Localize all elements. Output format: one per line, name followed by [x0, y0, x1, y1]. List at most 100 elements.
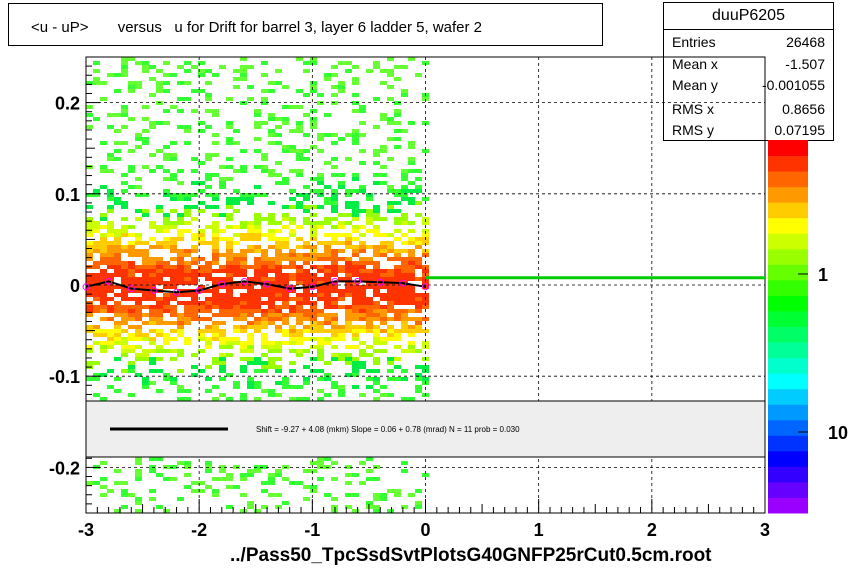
- heatmap-cell: [401, 289, 408, 293]
- heatmap-cell: [233, 197, 240, 201]
- heatmap-cell: [373, 181, 380, 185]
- heatmap-cell: [289, 253, 296, 257]
- heatmap-cell: [170, 313, 177, 317]
- heatmap-cell: [177, 353, 184, 357]
- heatmap-cell: [93, 189, 100, 193]
- heatmap-cell: [142, 65, 149, 69]
- heatmap-cell: [324, 297, 331, 301]
- heatmap-cell: [324, 337, 331, 341]
- heatmap-cell: [289, 289, 296, 293]
- heatmap-cell: [261, 233, 268, 237]
- heatmap-cell: [128, 225, 135, 229]
- heatmap-cell: [394, 365, 401, 369]
- heatmap-cell: [331, 209, 338, 213]
- heatmap-cell: [352, 313, 359, 317]
- heatmap-cell: [205, 297, 212, 301]
- heatmap-cell: [282, 149, 289, 153]
- heatmap-cell: [275, 229, 282, 233]
- heatmap-cell: [289, 333, 296, 337]
- heatmap-cell: [128, 337, 135, 341]
- heatmap-cell: [261, 489, 268, 493]
- heatmap-cell: [296, 265, 303, 269]
- heatmap-cell: [408, 329, 415, 333]
- heatmap-cell: [394, 357, 401, 361]
- heatmap-cell: [177, 97, 184, 101]
- heatmap-cell: [401, 325, 408, 329]
- heatmap-cell: [352, 205, 359, 209]
- heatmap-cell: [359, 361, 366, 365]
- stat-value-rms-x: 0.8656: [782, 101, 825, 117]
- heatmap-cell: [100, 285, 107, 289]
- heatmap-cell: [233, 241, 240, 245]
- heatmap-cell: [128, 253, 135, 257]
- heatmap-cell: [219, 353, 226, 357]
- heatmap-cell: [331, 497, 338, 501]
- heatmap-cell: [93, 69, 100, 73]
- heatmap-cell: [345, 61, 352, 65]
- heatmap-cell: [401, 241, 408, 245]
- heatmap-cell: [212, 133, 219, 137]
- heatmap-cell: [282, 297, 289, 301]
- heatmap-cell: [184, 249, 191, 253]
- heatmap-cell: [100, 241, 107, 245]
- heatmap-cell: [296, 225, 303, 229]
- heatmap-cell: [408, 145, 415, 149]
- heatmap-cell: [142, 213, 149, 217]
- heatmap-cell: [149, 237, 156, 241]
- heatmap-cell: [380, 233, 387, 237]
- heatmap-cell: [303, 289, 310, 293]
- heatmap-cell: [142, 69, 149, 73]
- heatmap-cell: [86, 249, 93, 253]
- heatmap-cell: [142, 289, 149, 293]
- heatmap-cell: [317, 137, 324, 141]
- heatmap-cell: [261, 273, 268, 277]
- heatmap-cell: [282, 117, 289, 121]
- heatmap-cell: [261, 193, 268, 197]
- heatmap-cell: [135, 289, 142, 293]
- heatmap-cell: [128, 89, 135, 93]
- heatmap-cell: [240, 369, 247, 373]
- heatmap-cell: [205, 261, 212, 265]
- heatmap-cell: [317, 277, 324, 281]
- heatmap-cell: [100, 329, 107, 333]
- heatmap-cell: [135, 345, 142, 349]
- heatmap-cell: [289, 277, 296, 281]
- heatmap-cell: [345, 361, 352, 365]
- heatmap-cell: [345, 241, 352, 245]
- heatmap-cell: [338, 305, 345, 309]
- heatmap-cell: [233, 305, 240, 309]
- heatmap-cell: [352, 209, 359, 213]
- heatmap-cell: [359, 277, 366, 281]
- heatmap-cell: [247, 85, 254, 89]
- heatmap-cell: [268, 321, 275, 325]
- heatmap-cell: [401, 505, 408, 509]
- heatmap-cell: [156, 349, 163, 353]
- heatmap-cell: [240, 69, 247, 73]
- heatmap-cell: [233, 201, 240, 205]
- heatmap-cell: [121, 493, 128, 497]
- heatmap-cell: [331, 249, 338, 253]
- heatmap-cell: [387, 325, 394, 329]
- heatmap-cell: [135, 145, 142, 149]
- heatmap-cell: [394, 269, 401, 273]
- heatmap-cell: [422, 365, 429, 369]
- heatmap-cell: [303, 293, 310, 297]
- heatmap-cell: [296, 253, 303, 257]
- heatmap-cell: [184, 341, 191, 345]
- heatmap-cell: [163, 237, 170, 241]
- heatmap-cell: [387, 137, 394, 141]
- heatmap-cell: [380, 253, 387, 257]
- heatmap-cell: [233, 317, 240, 321]
- heatmap-cell: [156, 317, 163, 321]
- heatmap-cell: [268, 237, 275, 241]
- heatmap-cell: [352, 373, 359, 377]
- heatmap-cell: [261, 361, 268, 365]
- heatmap-cell: [275, 161, 282, 165]
- heatmap-cell: [219, 329, 226, 333]
- heatmap-cell: [212, 213, 219, 217]
- heatmap-cell: [121, 489, 128, 493]
- heatmap-cell: [240, 273, 247, 277]
- heatmap-cell: [198, 121, 205, 125]
- heatmap-cell: [408, 221, 415, 225]
- heatmap-cell: [114, 265, 121, 269]
